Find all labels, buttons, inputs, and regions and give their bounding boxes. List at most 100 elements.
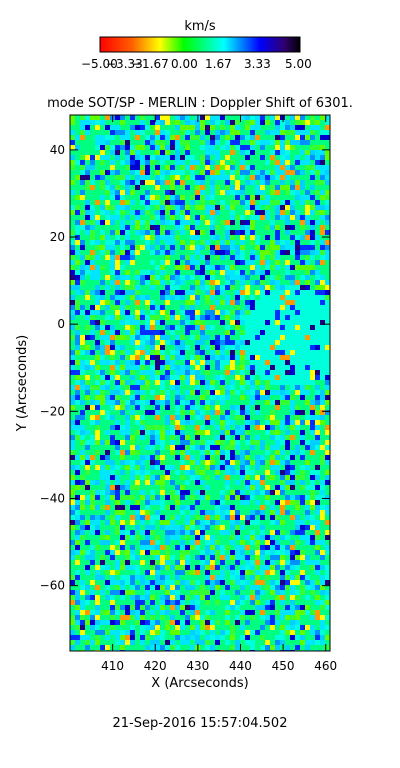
map-cell (225, 175, 230, 180)
map-cell (285, 585, 290, 590)
map-cell (245, 395, 250, 400)
map-cell (290, 220, 295, 225)
map-cell (255, 600, 260, 605)
map-cell (280, 645, 285, 650)
map-cell (265, 480, 270, 485)
map-cell (320, 400, 325, 405)
map-cell (180, 195, 185, 200)
map-cell (245, 375, 250, 380)
map-cell (265, 460, 270, 465)
map-cell (225, 625, 230, 630)
map-cell (220, 205, 225, 210)
map-cell (235, 210, 240, 215)
map-cell (130, 530, 135, 535)
map-cell (280, 335, 285, 340)
map-cell (215, 205, 220, 210)
map-cell (300, 230, 305, 235)
map-cell (175, 135, 180, 140)
map-cell (110, 445, 115, 450)
map-cell (275, 320, 280, 325)
map-cell (220, 410, 225, 415)
map-cell (220, 425, 225, 430)
map-cell (190, 115, 195, 120)
map-cell (230, 390, 235, 395)
map-cell (190, 285, 195, 290)
map-cell (135, 220, 140, 225)
map-cell (100, 570, 105, 575)
map-cell (130, 485, 135, 490)
map-cell (90, 350, 95, 355)
map-cell (160, 340, 165, 345)
map-cell (280, 450, 285, 455)
map-cell (115, 245, 120, 250)
map-cell (85, 190, 90, 195)
map-cell (295, 630, 300, 635)
map-cell (225, 595, 230, 600)
map-cell (100, 540, 105, 545)
map-cell (300, 255, 305, 260)
map-cell (90, 635, 95, 640)
map-cell (120, 300, 125, 305)
map-cell (75, 625, 80, 630)
map-cell (315, 345, 320, 350)
map-cell (190, 305, 195, 310)
map-cell (120, 310, 125, 315)
map-cell (315, 270, 320, 275)
map-cell (285, 190, 290, 195)
map-cell (200, 580, 205, 585)
map-cell (90, 590, 95, 595)
map-cell (280, 460, 285, 465)
map-cell (290, 430, 295, 435)
map-cell (155, 390, 160, 395)
map-cell (270, 410, 275, 415)
map-cell (290, 260, 295, 265)
map-cell (195, 520, 200, 525)
map-cell (200, 570, 205, 575)
map-cell (325, 145, 330, 150)
map-cell (200, 600, 205, 605)
map-cell (180, 520, 185, 525)
map-cell (225, 160, 230, 165)
map-cell (290, 160, 295, 165)
map-cell (325, 635, 330, 640)
map-cell (70, 195, 75, 200)
map-cell (135, 120, 140, 125)
map-cell (170, 475, 175, 480)
map-cell (210, 180, 215, 185)
map-cell (90, 285, 95, 290)
map-cell (85, 350, 90, 355)
map-cell (140, 575, 145, 580)
map-cell (315, 265, 320, 270)
map-cell (140, 155, 145, 160)
map-cell (220, 445, 225, 450)
map-cell (300, 200, 305, 205)
map-cell (265, 490, 270, 495)
map-cell (105, 580, 110, 585)
map-cell (125, 120, 130, 125)
map-cell (120, 640, 125, 645)
map-cell (105, 480, 110, 485)
map-cell (180, 550, 185, 555)
map-cell (125, 225, 130, 230)
map-cell (245, 490, 250, 495)
map-cell (135, 265, 140, 270)
map-cell (325, 210, 330, 215)
map-cell (230, 230, 235, 235)
map-cell (320, 475, 325, 480)
map-cell (90, 130, 95, 135)
map-cell (75, 605, 80, 610)
map-cell (245, 475, 250, 480)
map-cell (105, 200, 110, 205)
map-cell (255, 480, 260, 485)
map-cell (285, 315, 290, 320)
map-cell (115, 355, 120, 360)
map-cell (290, 620, 295, 625)
map-cell (165, 235, 170, 240)
map-cell (160, 645, 165, 650)
map-cell (100, 580, 105, 585)
map-cell (70, 450, 75, 455)
map-cell (325, 455, 330, 460)
map-cell (210, 265, 215, 270)
map-cell (205, 280, 210, 285)
map-cell (325, 230, 330, 235)
